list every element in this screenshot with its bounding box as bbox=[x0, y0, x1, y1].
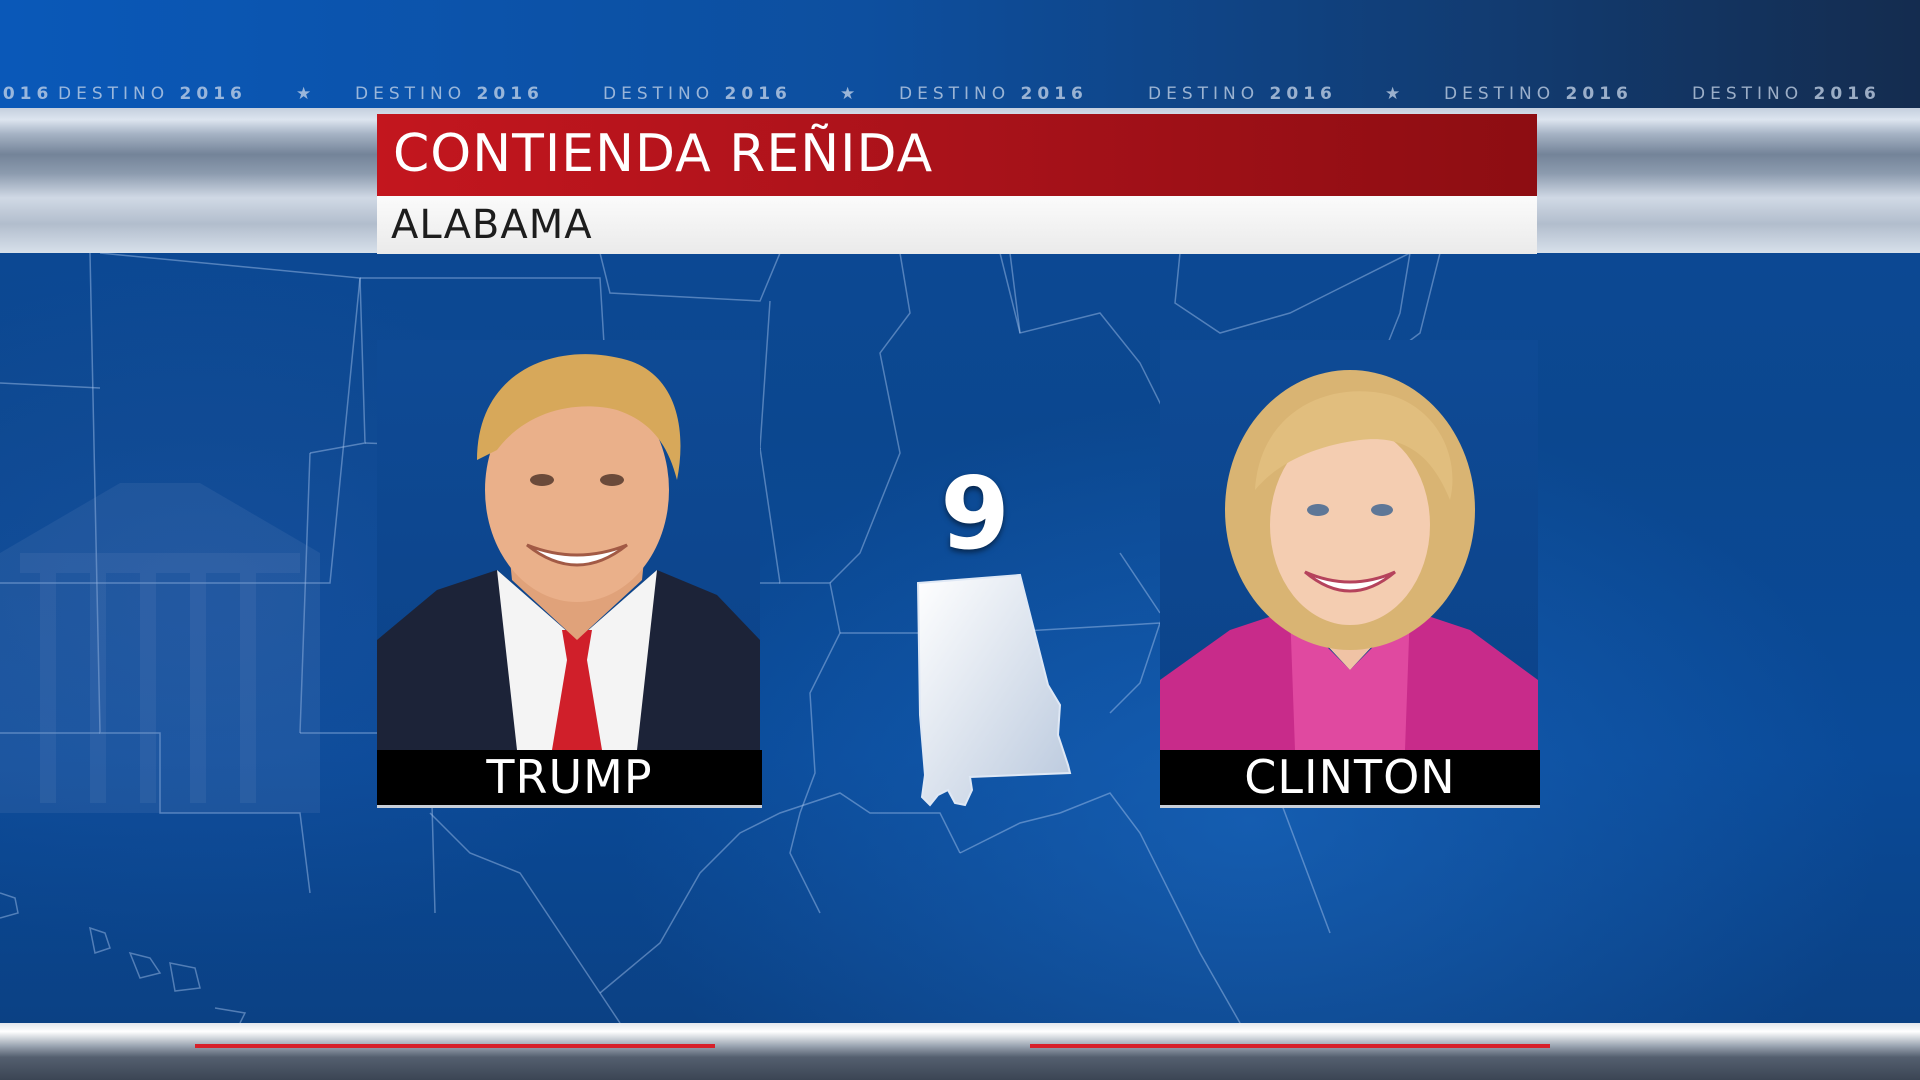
headline-banner: CONTIENDA REÑIDA bbox=[377, 114, 1537, 196]
candidate-right-name: CLINTON bbox=[1244, 750, 1456, 804]
state-banner: ALABAMA bbox=[377, 196, 1537, 254]
headline-title: CONTIENDA REÑIDA bbox=[393, 124, 934, 184]
candidate-right-photo bbox=[1160, 340, 1538, 750]
ticker-item: 2016 bbox=[0, 84, 54, 104]
state-name: ALABAMA bbox=[391, 202, 593, 248]
star-icon: ★ bbox=[840, 84, 861, 104]
candidate-left-name: TRUMP bbox=[486, 750, 653, 804]
ticker-item: DESTINO 2016 bbox=[1444, 84, 1633, 104]
ticker-item: DESTINO 2016 bbox=[58, 84, 247, 104]
headline-box: CONTIENDA REÑIDA ALABAMA bbox=[377, 114, 1537, 254]
bottom-accent-line bbox=[195, 1044, 715, 1048]
ticker-item: DESTINO 2016 bbox=[603, 84, 792, 104]
electoral-votes: 9 bbox=[940, 455, 1010, 572]
star-icon: ★ bbox=[296, 84, 317, 104]
candidate-left-photo bbox=[377, 340, 760, 750]
candidate-left: TRUMP bbox=[377, 340, 762, 808]
bottom-accent-line bbox=[1030, 1044, 1550, 1048]
candidate-left-portrait-icon bbox=[377, 354, 760, 750]
candidate-right-portrait-icon bbox=[1160, 370, 1538, 750]
alabama-state-icon bbox=[916, 573, 1072, 807]
bottom-chrome-bar bbox=[0, 1023, 1920, 1080]
ticker-item: DESTINO 2016 bbox=[899, 84, 1088, 104]
ticker-crawl: 2016 DESTINO 2016 ★ DESTINO 2016 DESTINO… bbox=[0, 84, 1920, 108]
candidate-right: CLINTON bbox=[1160, 340, 1540, 808]
ticker-item: DESTINO 2016 bbox=[1148, 84, 1337, 104]
ticker-item: DESTINO 2016 bbox=[355, 84, 544, 104]
star-icon: ★ bbox=[1385, 84, 1406, 104]
top-band bbox=[0, 0, 1920, 108]
ticker-item: DESTINO 2016 bbox=[1692, 84, 1881, 104]
candidate-left-nameplate: TRUMP bbox=[377, 750, 762, 808]
us-map-outline bbox=[0, 253, 1441, 1023]
candidate-right-nameplate: CLINTON bbox=[1160, 750, 1540, 808]
